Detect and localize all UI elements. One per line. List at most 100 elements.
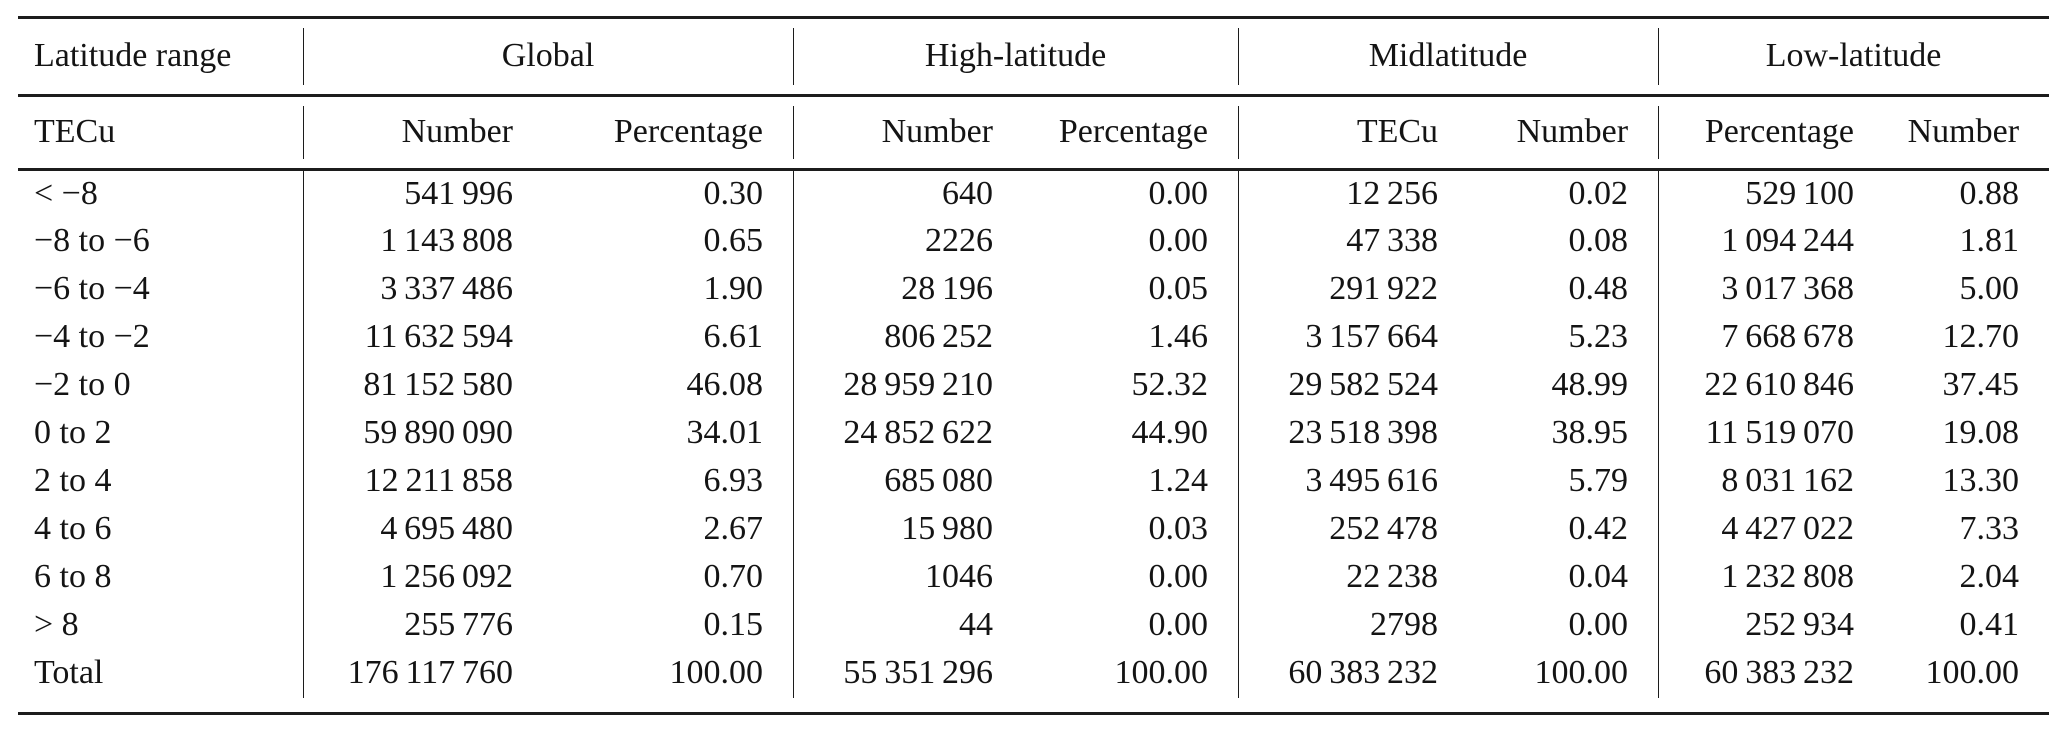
table-cell: 685 080 xyxy=(793,457,1023,506)
row-label: < −8 xyxy=(34,174,98,212)
table-cell: 0.15 xyxy=(703,606,764,644)
table-cell: 100.00 xyxy=(669,654,764,692)
table-cell: 0.08 xyxy=(1568,222,1629,260)
table-cell: 11 519 070 xyxy=(1658,409,1884,458)
table-cell: 0.03 xyxy=(1148,510,1209,548)
table-cell: 12 211 858 xyxy=(303,457,543,506)
row-label: 2 to 4 xyxy=(34,462,112,500)
table-cell: 23 518 398 xyxy=(1238,409,1468,458)
table-cell: 7 668 678 xyxy=(1658,313,1884,362)
table-row: > 8 255 776 0.15 44 0.00 2798 0.00 252 9… xyxy=(18,601,2049,650)
table-cell: 12 256 xyxy=(1238,169,1468,218)
table-cell: 48.99 xyxy=(1551,366,1629,404)
row-label: −6 to −4 xyxy=(34,270,150,308)
table-cell: 0.70 xyxy=(703,558,764,596)
table-cell: 44 xyxy=(793,601,1023,650)
table-cell: 60 383 232 xyxy=(1238,649,1468,698)
subheader-mid-tecu: TECu xyxy=(1238,96,1468,170)
table-cell: 0.04 xyxy=(1568,558,1629,596)
header-tecu: TECu xyxy=(34,113,116,151)
row-label: 0 to 2 xyxy=(34,414,112,452)
subheader-high-number: Number xyxy=(793,96,1023,170)
table-cell: 1 232 808 xyxy=(1658,553,1884,602)
table-cell: 44.90 xyxy=(1131,414,1209,452)
table-cell: 4 427 022 xyxy=(1658,505,1884,554)
paper-table-container: Latitude range Global High-latitude Midl… xyxy=(18,16,2050,715)
table-cell: 59 890 090 xyxy=(303,409,543,458)
table-cell: 11 632 594 xyxy=(303,313,543,362)
table-cell: 0.00 xyxy=(1148,606,1209,644)
table-cell: 541 996 xyxy=(303,169,543,218)
table-cell: 22 238 xyxy=(1238,553,1468,602)
table-cell: 0.02 xyxy=(1568,174,1629,212)
table-cell: 3 157 664 xyxy=(1238,313,1468,362)
table-cell: 1.24 xyxy=(1148,462,1209,500)
table-cell: 2226 xyxy=(793,217,1023,266)
table-cell: 1.46 xyxy=(1148,318,1209,356)
table-cell: 100.00 xyxy=(1925,654,2020,692)
table-cell: 46.08 xyxy=(686,366,764,404)
table-cell: 1.81 xyxy=(1959,222,2020,260)
subheader-low-number: Number xyxy=(1907,113,2020,151)
table-row: −8 to −6 1 143 808 0.65 2226 0.00 47 338… xyxy=(18,217,2049,266)
table-cell: 22 610 846 xyxy=(1658,361,1884,410)
table-cell: 176 117 760 xyxy=(303,649,543,698)
table-cell: 7.33 xyxy=(1959,510,2020,548)
table-header: Latitude range Global High-latitude Midl… xyxy=(18,18,2050,170)
table-cell: 29 582 524 xyxy=(1238,361,1468,410)
table-cell: 0.41 xyxy=(1959,606,2020,644)
table-cell: 19.08 xyxy=(1942,414,2020,452)
header-latitude-range: Latitude range xyxy=(34,37,232,75)
table-cell: 0.48 xyxy=(1568,270,1629,308)
table-cell: 2.04 xyxy=(1959,558,2020,596)
table-cell: 1 256 092 xyxy=(303,553,543,602)
header-sub-row: TECu Number Percentage Number Percentage… xyxy=(18,96,2050,170)
table-cell: 0.05 xyxy=(1148,270,1209,308)
table-cell: 529 100 xyxy=(1658,169,1884,218)
table-cell: 6.93 xyxy=(703,462,764,500)
table-cell: 5.79 xyxy=(1568,462,1629,500)
table-row: −4 to −2 11 632 594 6.61 806 252 1.46 3 … xyxy=(18,313,2049,362)
table-cell: 24 852 622 xyxy=(793,409,1023,458)
subheader-global-number: Number xyxy=(303,96,543,170)
table-cell: 12.70 xyxy=(1942,318,2020,356)
table-cell: 15 980 xyxy=(793,505,1023,554)
table-cell: 0.88 xyxy=(1959,174,2020,212)
table-cell: 47 338 xyxy=(1238,217,1468,266)
table-cell: 5.00 xyxy=(1959,270,2020,308)
table-cell: 1.90 xyxy=(703,270,764,308)
table-cell: 0.65 xyxy=(703,222,764,260)
table-cell: 640 xyxy=(793,169,1023,218)
table-cell: 3 337 486 xyxy=(303,265,543,314)
table-row: 0 to 2 59 890 090 34.01 24 852 622 44.90… xyxy=(18,409,2049,458)
header-group-midlatitude: Midlatitude xyxy=(1238,18,1658,96)
table-cell: 2798 xyxy=(1238,601,1468,650)
subheader-global-percentage: Percentage xyxy=(613,113,764,151)
table-row: −2 to 0 81 152 580 46.08 28 959 210 52.3… xyxy=(18,361,2049,410)
table-cell: 806 252 xyxy=(793,313,1023,362)
table-cell: 1046 xyxy=(793,553,1023,602)
table-cell: 0.00 xyxy=(1568,606,1629,644)
table-cell: 0.30 xyxy=(703,174,764,212)
table-row: 2 to 4 12 211 858 6.93 685 080 1.24 3 49… xyxy=(18,457,2049,506)
table-cell: 1 143 808 xyxy=(303,217,543,266)
table-cell: 0.00 xyxy=(1148,174,1209,212)
row-label: −8 to −6 xyxy=(34,222,150,260)
table-cell: 38.95 xyxy=(1551,414,1629,452)
table-cell: 3 017 368 xyxy=(1658,265,1884,314)
table-cell: 13.30 xyxy=(1942,462,2020,500)
table-body: < −8 541 996 0.30 640 0.00 12 256 0.02 5… xyxy=(18,169,2049,714)
row-label: > 8 xyxy=(34,606,79,644)
table-cell: 255 776 xyxy=(303,601,543,650)
table-cell: 0.42 xyxy=(1568,510,1629,548)
table-cell: 252 478 xyxy=(1238,505,1468,554)
table-cell: 5.23 xyxy=(1568,318,1629,356)
table-cell: 55 351 296 xyxy=(793,649,1023,698)
table-row-total: Total 176 117 760 100.00 55 351 296 100.… xyxy=(18,649,2049,698)
table-cell: 37.45 xyxy=(1942,366,2020,404)
table-cell: 81 152 580 xyxy=(303,361,543,410)
table-cell: 28 196 xyxy=(793,265,1023,314)
table-cell: 0.00 xyxy=(1148,222,1209,260)
subheader-mid-number: Number xyxy=(1516,113,1629,151)
table-bottom-spacer xyxy=(18,698,2049,714)
